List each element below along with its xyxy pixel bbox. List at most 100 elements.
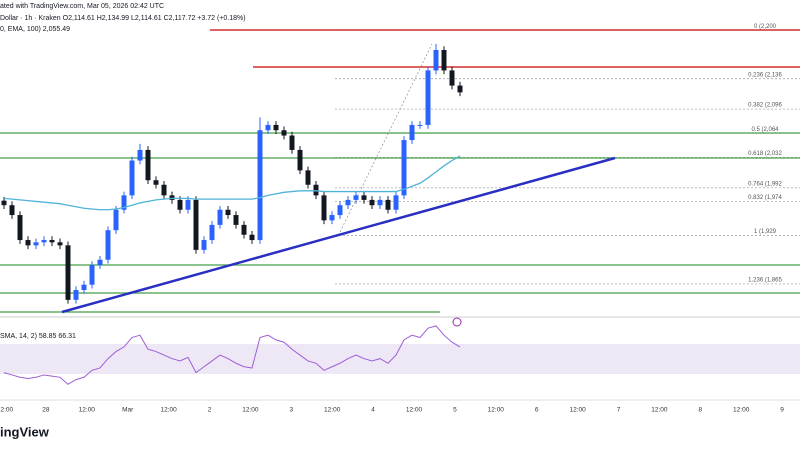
- candle-body: [1, 200, 7, 206]
- rsi-plot: [3, 325, 461, 385]
- icon: [452, 317, 462, 327]
- x-tick-label: 3: [289, 407, 293, 414]
- candle-body: [209, 224, 215, 241]
- fib-label: 0.236 (2,136: [748, 72, 782, 78]
- candle-body: [137, 149, 143, 161]
- candle-body: [73, 290, 79, 300]
- candle-body: [97, 259, 103, 266]
- candle-body: [25, 240, 31, 246]
- x-tick-label: 12:00: [651, 407, 668, 414]
- x-tick-label: 12:00: [242, 407, 259, 414]
- candle-body: [89, 265, 95, 285]
- header-symbol: Dollar · 1h · Kraken O2,114.61 H2,134.99…: [0, 15, 246, 22]
- candle-body: [385, 199, 391, 210]
- candle-body: [313, 184, 319, 196]
- candle-body: [249, 234, 255, 241]
- candle-body: [369, 199, 375, 206]
- logo: ingView: [0, 424, 50, 439]
- candle-body: [273, 124, 279, 131]
- fib-label: 0.832 (1,974: [748, 195, 782, 201]
- x-tick-label: 12:00: [79, 407, 96, 414]
- candle-body: [217, 209, 223, 225]
- candle-body: [57, 242, 63, 246]
- candle-body: [9, 205, 15, 216]
- candle-body: [321, 195, 327, 221]
- candle-body: [153, 180, 159, 185]
- x-tick-label: 8: [698, 407, 702, 414]
- candle-body: [105, 230, 111, 260]
- candle-body: [17, 215, 23, 241]
- header-source: ated with TradingView.com, Mar 05, 2026 …: [0, 3, 164, 10]
- fib-anchor: [339, 43, 433, 233]
- x-tick-label: 4: [371, 407, 375, 414]
- x-tick-label: 5: [453, 407, 457, 414]
- candle-body: [185, 199, 191, 210]
- x-tick-label: 7: [617, 407, 621, 414]
- x-tick-label: 12:00: [733, 407, 750, 414]
- candle-body: [353, 195, 359, 200]
- fib-label: 0.382 (2,096: [748, 103, 782, 109]
- candle-body: [393, 195, 399, 210]
- candle-body: [449, 70, 455, 86]
- price-plot: [1, 43, 463, 304]
- x-tick-label: 12:00: [406, 407, 423, 414]
- candle-body: [417, 124, 423, 126]
- fib-label: 0.618 (2,032: [748, 151, 782, 157]
- candle-body: [281, 130, 287, 136]
- x-tick-label: 12:00: [569, 407, 586, 414]
- candle-body: [377, 199, 383, 206]
- x-tick-label: 12:00: [488, 407, 505, 414]
- fib-label: 0.764 (1,992: [748, 181, 782, 187]
- fib-label: 0.5 (2,064: [751, 127, 779, 133]
- fib-label: 1 (1,929: [754, 229, 777, 235]
- candle-body: [425, 70, 431, 125]
- candle-body: [297, 149, 303, 171]
- rsi-band: [0, 344, 800, 374]
- x-tick-label: 12:00: [160, 407, 177, 414]
- candle-body: [49, 240, 55, 243]
- candle-body: [225, 209, 231, 216]
- candle-body: [289, 135, 295, 150]
- candle-body: [401, 140, 407, 196]
- candle-body: [345, 199, 351, 206]
- header-ema: 0, EMA, 100) 2,055.49: [0, 26, 70, 33]
- x-tick-label: 28: [42, 407, 50, 414]
- candle-body: [337, 205, 343, 216]
- candle-body: [233, 215, 239, 225]
- trend-line: [61, 156, 616, 314]
- candle-body: [169, 195, 175, 200]
- candle-body: [145, 149, 151, 181]
- x-tick-label: Mar: [122, 407, 134, 414]
- candle-body: [305, 170, 311, 185]
- candle-body: [441, 49, 447, 71]
- x-tick-label: 6: [535, 407, 539, 414]
- x-tick-label: 12:00: [324, 407, 341, 414]
- candle-body: [65, 245, 71, 300]
- x-tick-label: 12:00: [0, 407, 14, 414]
- candle-body: [41, 240, 47, 243]
- candle-body: [329, 215, 335, 221]
- fib-label: 1.236 (1,865: [748, 278, 782, 284]
- candle-body: [265, 124, 271, 131]
- x-tick-label: 2: [208, 407, 212, 414]
- candle-body: [409, 124, 415, 141]
- candle-body: [241, 224, 247, 235]
- rsi-label: SMA, 14, 2) 58.85 66.31: [0, 333, 76, 340]
- candle-body: [193, 199, 199, 250]
- candle-body: [201, 240, 207, 250]
- candle-body: [177, 199, 183, 210]
- candle-body: [433, 49, 439, 71]
- candle-body: [121, 195, 127, 210]
- candle-body: [113, 209, 119, 231]
- candle-body: [161, 184, 167, 196]
- candle-body: [33, 242, 39, 246]
- candle-body: [457, 85, 463, 93]
- ema-line: [3, 155, 461, 211]
- candle-body: [257, 130, 263, 241]
- x-axis: 12:00 28 12:00 Mar 12:00 2 12:00 3 12:00 4 12:00 5 1…: [0, 407, 784, 414]
- candle-body: [81, 284, 87, 291]
- candle-body: [361, 195, 367, 200]
- x-tick-label: 9: [780, 407, 784, 414]
- fib-label: 0 (2,200: [754, 24, 777, 30]
